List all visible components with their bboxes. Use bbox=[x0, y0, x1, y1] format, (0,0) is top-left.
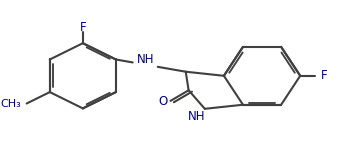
Text: F: F bbox=[321, 69, 328, 82]
Text: NH: NH bbox=[188, 110, 205, 123]
Text: NH: NH bbox=[136, 53, 154, 66]
Text: CH₃: CH₃ bbox=[1, 99, 21, 109]
Text: F: F bbox=[79, 21, 86, 34]
Text: O: O bbox=[158, 95, 167, 108]
